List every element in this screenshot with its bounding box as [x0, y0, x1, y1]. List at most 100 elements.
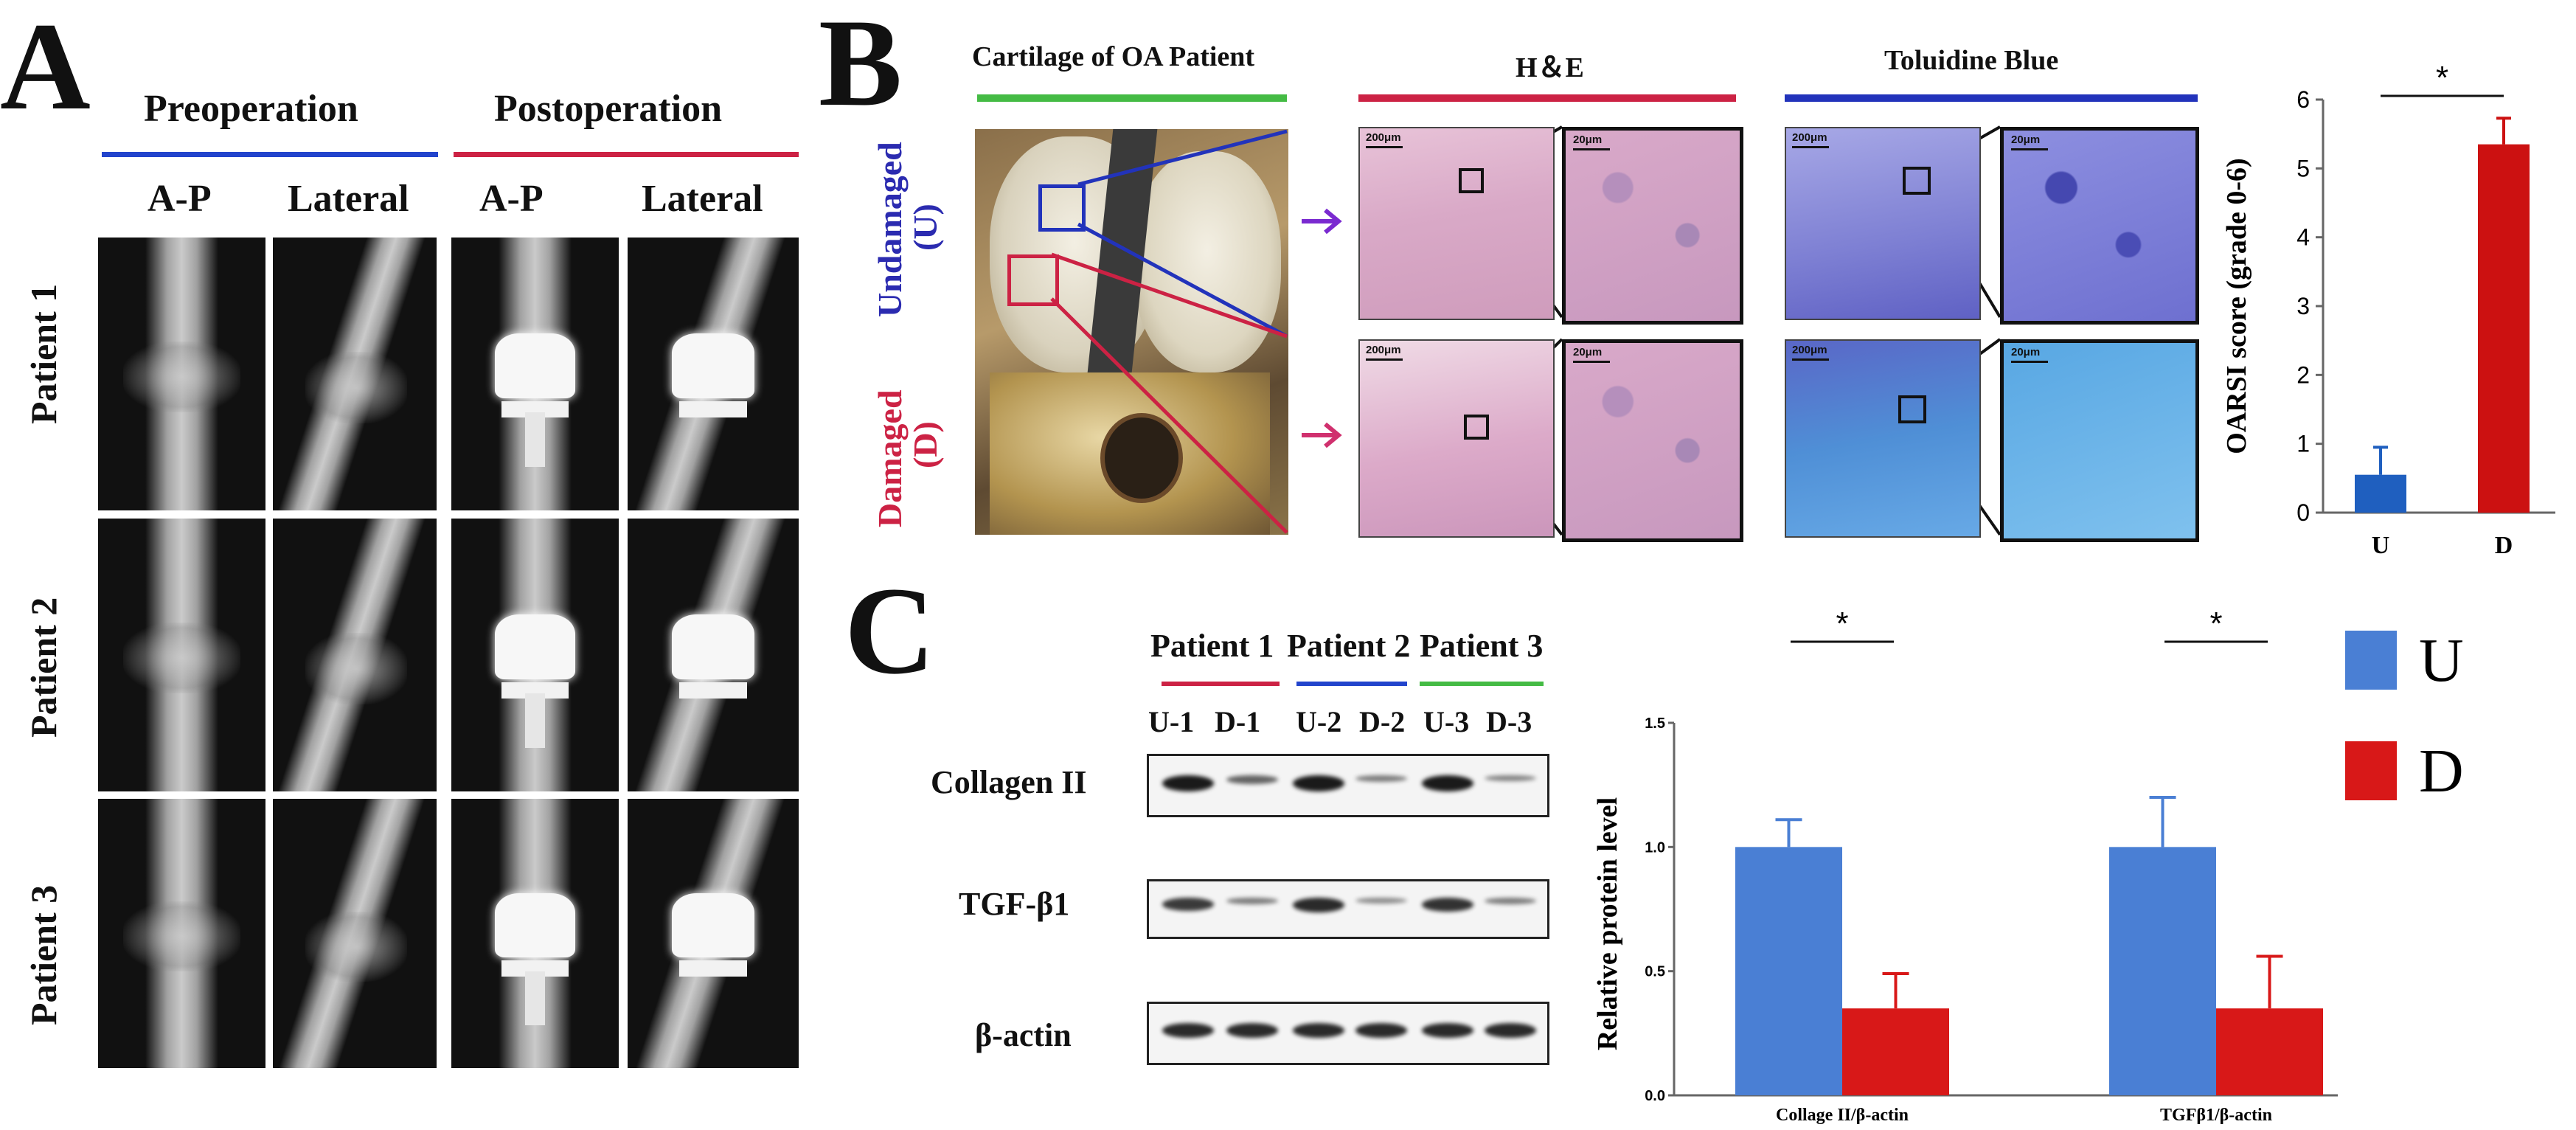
pre-underline — [102, 152, 438, 157]
tb-damaged-low: 200μm — [1785, 339, 1981, 538]
wb-band — [1226, 775, 1278, 785]
y-axis-label: OARSI score (grade 0-6) — [2221, 158, 2252, 454]
relative-protein-chart: 0.0 0.5 1.0 1.5 Collage II/β-actin * TGFβ1/β-a… — [1592, 606, 2464, 1125]
protein-label-collagen: Collagen II — [931, 764, 1087, 800]
wb-band — [1162, 1023, 1214, 1038]
y-axis-label: Relative protein level — [1592, 797, 1623, 1050]
he-zoom-roi — [1459, 168, 1484, 193]
xray-pre-ap — [98, 799, 265, 1068]
wb-band — [1485, 898, 1536, 904]
x-tick-label: Collage II/β-actin — [1776, 1106, 1909, 1125]
xray-post-ap — [451, 799, 619, 1068]
xray-post-ap — [451, 519, 619, 791]
wb-patient-label: Patient 1 — [1150, 628, 1274, 664]
protein-label-tgf: TGF-β1 — [959, 886, 1070, 922]
wb-band — [1485, 775, 1536, 781]
cartilage-underline — [977, 94, 1287, 102]
wb-lane-label: D-2 — [1359, 705, 1406, 738]
wb-patient-underline — [1296, 682, 1407, 686]
bar-D — [2216, 1008, 2323, 1095]
damaged-roi-box — [1007, 254, 1059, 306]
wb-strip-collagen — [1147, 754, 1549, 817]
wb-patient-underline — [1162, 682, 1280, 686]
xray-pre-lateral — [273, 238, 437, 510]
wb-band — [1162, 775, 1214, 791]
wb-band — [1293, 775, 1344, 791]
view-label: Lateral — [288, 178, 409, 220]
wb-lane-label: D-3 — [1486, 705, 1532, 738]
wb-strip-tgf — [1147, 879, 1549, 939]
wb-strip-actin — [1147, 1002, 1549, 1065]
wb-band — [1355, 775, 1407, 782]
y-tick-label: 5 — [2296, 155, 2310, 181]
view-label: A-P — [479, 178, 544, 220]
view-label: Lateral — [642, 178, 763, 220]
tb-zoom-roi — [1898, 395, 1926, 423]
wb-band — [1355, 1023, 1407, 1038]
y-tick-label: 2 — [2296, 361, 2310, 388]
xray-post-ap — [451, 238, 619, 510]
tb-undamaged-low: 200μm — [1785, 127, 1981, 320]
panel-a-group-post: Postoperation — [494, 88, 723, 130]
wb-band — [1485, 1023, 1536, 1038]
he-header: H＆E — [1516, 52, 1584, 83]
wb-band — [1422, 775, 1473, 791]
bar-U — [2355, 474, 2406, 513]
y-tick-label: 1.0 — [1645, 839, 1665, 856]
panel-a-group-pre: Preoperation — [144, 88, 358, 130]
wb-band — [1226, 898, 1278, 904]
he-undamaged-low: 200μm — [1358, 127, 1555, 320]
oarsi-score-chart: 0 1 2 3 4 5 6 U D * OARSI score (grade 0-6) — [2221, 60, 2555, 559]
y-tick-label: 3 — [2296, 293, 2310, 319]
y-tick-label: 1.5 — [1645, 715, 1665, 732]
tb-zoom-roi — [1903, 167, 1931, 195]
wb-band — [1355, 898, 1407, 904]
he-damaged-low: 200μm — [1358, 339, 1555, 538]
he-damaged-high: 20μm — [1562, 339, 1743, 542]
xray-post-lateral — [628, 519, 799, 791]
xray-post-lateral — [628, 238, 799, 510]
x-tick-label: D — [2495, 532, 2513, 559]
view-label: A-P — [147, 178, 212, 220]
y-tick-label: 1 — [2296, 431, 2310, 457]
wb-patient-label: Patient 3 — [1420, 628, 1544, 664]
legend-swatch-D — [2345, 741, 2397, 800]
he-undamaged-high: 20μm — [1562, 127, 1743, 325]
wb-band — [1422, 898, 1473, 912]
wb-lane-label: U-2 — [1296, 705, 1342, 738]
bar-U — [2109, 847, 2216, 1095]
x-tick-label: U — [2372, 532, 2390, 559]
y-tick-label: 0.0 — [1645, 1088, 1665, 1104]
significance-marker: * — [1836, 606, 1848, 642]
he-underline — [1358, 94, 1736, 102]
wb-patient-underline — [1420, 682, 1544, 686]
wb-patient-label: Patient 2 — [1287, 628, 1411, 664]
panel-a-letter: A — [0, 0, 91, 136]
wb-lane-label: U-3 — [1423, 705, 1470, 738]
bar-U — [1735, 847, 1842, 1095]
wb-band — [1162, 898, 1214, 911]
bar-D — [2478, 144, 2530, 513]
x-tick-label: TGFβ1/β-actin — [2160, 1106, 2272, 1125]
he-zoom-roi — [1464, 415, 1489, 440]
panel-c-letter: C — [844, 561, 935, 700]
tb-damaged-high: 20μm — [2000, 339, 2199, 542]
wb-band — [1293, 898, 1344, 912]
tb-underline — [1785, 94, 2198, 102]
tb-undamaged-high: 20μm — [2000, 127, 2199, 325]
cartilage-header: Cartilage of OA Patient — [972, 41, 1255, 72]
xray-pre-ap — [98, 519, 265, 791]
protein-label-actin: β-actin — [975, 1017, 1072, 1053]
significance-marker: * — [2209, 606, 2222, 642]
tb-header: Toluidine Blue — [1884, 45, 2059, 76]
xray-pre-lateral — [273, 519, 437, 791]
xray-post-lateral — [628, 799, 799, 1068]
significance-marker: * — [2436, 60, 2448, 96]
y-tick-label: 0 — [2296, 499, 2310, 526]
post-underline — [454, 152, 799, 157]
wb-lane-label: U-1 — [1148, 705, 1195, 738]
y-tick-label: 4 — [2296, 224, 2310, 251]
wb-lane-label: D-1 — [1215, 705, 1261, 738]
legend-swatch-U — [2345, 631, 2397, 690]
wb-band — [1226, 1023, 1278, 1038]
